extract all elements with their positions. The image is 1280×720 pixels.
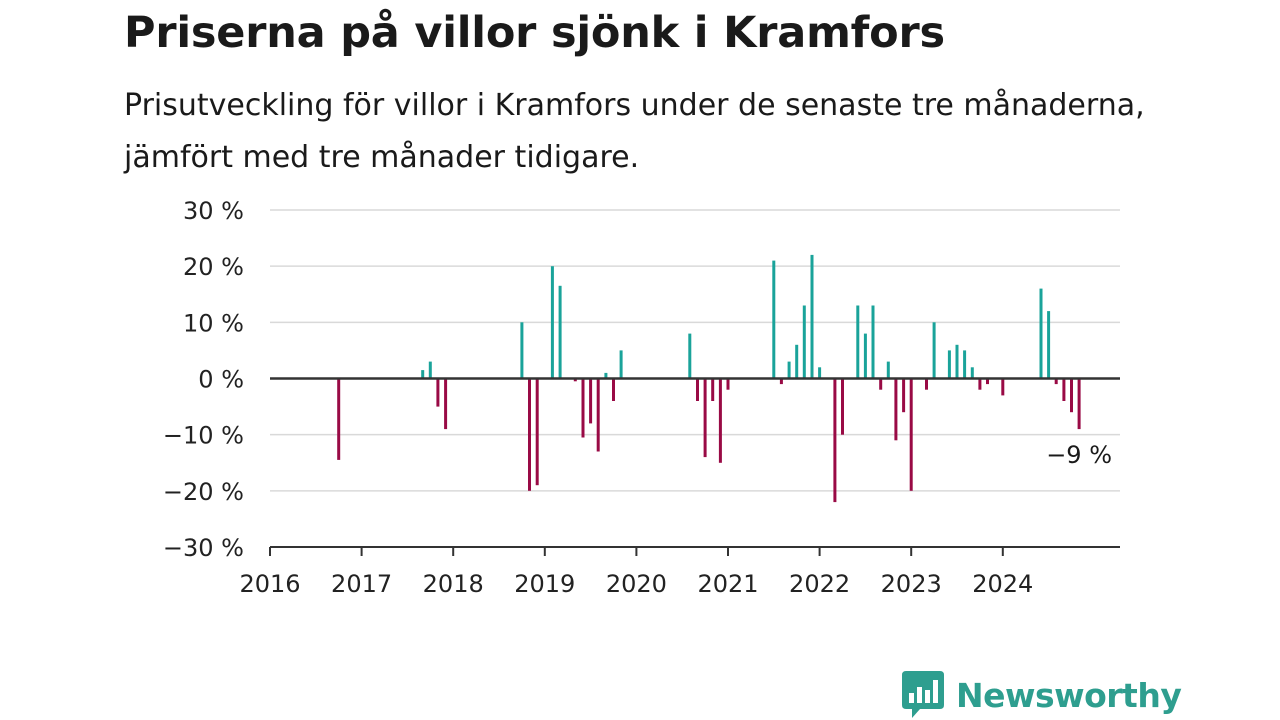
y-axis-labels: 30 % 20 % 10 % 0 % −10 % −20 % −30 % bbox=[163, 197, 244, 562]
bar bbox=[718, 378, 722, 463]
brand-logo[interactable]: Newsworthy bbox=[902, 670, 1182, 720]
bar bbox=[947, 350, 951, 379]
bar bbox=[879, 378, 883, 390]
bar bbox=[863, 333, 867, 379]
bar bbox=[955, 344, 959, 379]
x-tick-label: 2016 bbox=[239, 570, 300, 598]
bar bbox=[612, 378, 615, 401]
bar bbox=[589, 378, 593, 424]
bar bbox=[688, 333, 692, 379]
bar bbox=[871, 305, 875, 379]
y-tick-label: 30 % bbox=[183, 197, 244, 225]
x-tick-label: 2022 bbox=[789, 570, 850, 598]
y-tick-label: −30 % bbox=[163, 534, 244, 562]
bar bbox=[711, 378, 715, 401]
newsworthy-logo-icon bbox=[902, 671, 944, 718]
bar bbox=[703, 378, 707, 458]
x-tick-label: 2019 bbox=[514, 570, 575, 598]
bar bbox=[550, 266, 554, 379]
bar bbox=[528, 378, 531, 491]
chart-title: Priserna på villor sjönk i Kramfors bbox=[124, 8, 945, 58]
x-axis-labels: 2016 2017 2018 2019 2020 2021 2022 2023 2024 bbox=[239, 547, 1033, 598]
bar bbox=[932, 322, 936, 379]
bar bbox=[902, 378, 906, 413]
brand-name: Newsworthy bbox=[956, 675, 1182, 715]
bar bbox=[795, 344, 799, 379]
x-tick-label: 2023 bbox=[881, 570, 942, 598]
chart-subtitle: Prisutveckling för villor i Kramfors und… bbox=[124, 88, 1145, 175]
bar bbox=[726, 378, 730, 390]
bar bbox=[1077, 378, 1081, 430]
bar bbox=[787, 361, 791, 379]
bar bbox=[856, 305, 860, 379]
bar bbox=[558, 285, 562, 379]
bar bbox=[779, 378, 783, 385]
bar bbox=[833, 378, 837, 503]
bar bbox=[894, 378, 898, 441]
bar bbox=[886, 361, 890, 379]
bar bbox=[1001, 378, 1005, 396]
bar bbox=[1054, 378, 1058, 385]
bar bbox=[1047, 311, 1051, 379]
bar bbox=[925, 378, 928, 390]
bars bbox=[337, 254, 1081, 503]
bar bbox=[963, 350, 967, 379]
bar bbox=[1062, 378, 1066, 401]
y-tick-label: −10 % bbox=[163, 422, 244, 450]
bar bbox=[772, 260, 776, 379]
bar bbox=[909, 378, 913, 491]
bar bbox=[696, 378, 699, 401]
y-tick-label: 10 % bbox=[183, 309, 244, 337]
x-tick-label: 2024 bbox=[972, 570, 1033, 598]
axes bbox=[270, 377, 1120, 548]
bar bbox=[520, 322, 524, 379]
bar bbox=[573, 378, 577, 382]
bar bbox=[841, 378, 844, 435]
bar bbox=[970, 367, 974, 379]
bar bbox=[986, 378, 989, 385]
y-tick-label: −20 % bbox=[163, 478, 244, 506]
bar bbox=[604, 372, 608, 379]
x-tick-label: 2017 bbox=[331, 570, 392, 598]
x-tick-label: 2018 bbox=[423, 570, 484, 598]
gridlines bbox=[270, 209, 1120, 492]
bar bbox=[337, 378, 341, 460]
bar bbox=[421, 370, 425, 379]
bar bbox=[581, 378, 585, 438]
bar bbox=[535, 378, 539, 486]
x-tick-label: 2021 bbox=[697, 570, 758, 598]
bar bbox=[596, 378, 600, 452]
bar bbox=[436, 378, 440, 407]
bar bbox=[619, 350, 623, 379]
bar bbox=[1039, 288, 1043, 379]
last-value-label: −9 % bbox=[1046, 441, 1112, 469]
bar bbox=[818, 367, 822, 379]
bar bbox=[802, 305, 806, 379]
bar bbox=[428, 361, 432, 379]
y-tick-label: 0 % bbox=[198, 366, 244, 394]
bar bbox=[444, 378, 448, 430]
bar bbox=[810, 254, 814, 379]
x-tick-label: 2020 bbox=[606, 570, 667, 598]
bar bbox=[1070, 378, 1073, 413]
bar bbox=[978, 378, 982, 390]
y-tick-label: 20 % bbox=[183, 253, 244, 281]
